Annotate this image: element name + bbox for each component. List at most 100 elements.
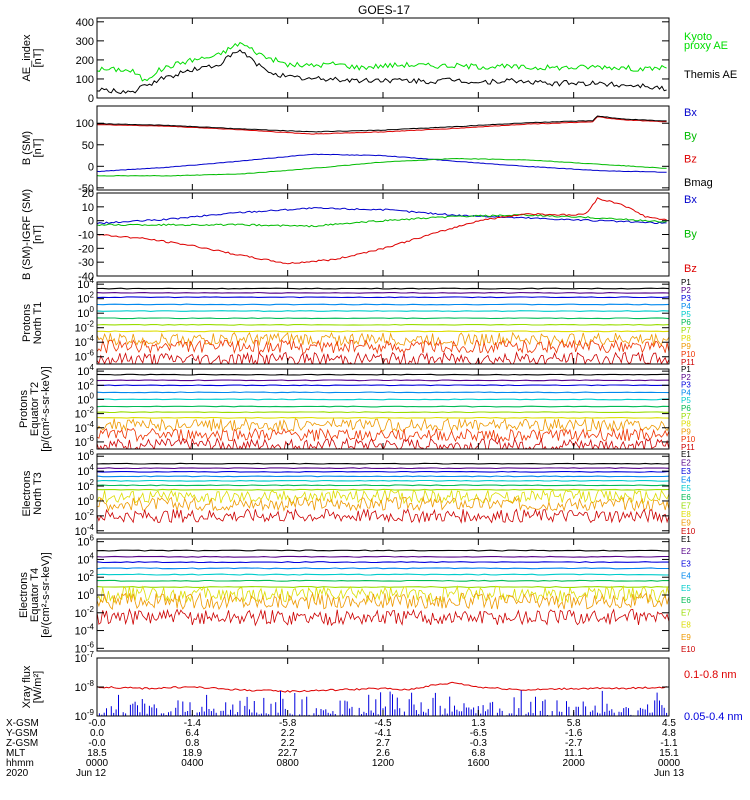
legend-e3: E3 (681, 467, 691, 476)
panel-ent-ylabel: North T3 (32, 472, 44, 515)
series-p2 (97, 379, 669, 382)
series-by (97, 157, 667, 177)
legend-e8: E8 (681, 510, 691, 519)
series-bz (97, 197, 667, 265)
legend-e9: E9 (681, 633, 691, 642)
footer-cell: -0.0 (88, 718, 106, 729)
y-tick-label: 10-2 (75, 605, 95, 620)
footer-cell: -1.4 (184, 718, 202, 729)
legend-0-1-0-8-nm: 0.1-0.8 nm (684, 669, 737, 681)
footer-cell: 11.1 (564, 748, 583, 759)
footer-cell: -4.1 (374, 728, 392, 739)
footer-cell: 15.1 (659, 748, 679, 759)
panel-ent-ylabel: Electrons (21, 470, 33, 516)
series-p6 (97, 317, 669, 320)
y-tick-label: 102 (77, 478, 94, 493)
legend-by: By (684, 130, 697, 142)
legend-e4: E4 (681, 572, 691, 581)
series-e2 (97, 555, 669, 558)
footer-cell: 6.4 (185, 728, 199, 739)
footer-cell: 0.8 (185, 738, 199, 749)
y-tick-label: 100 (77, 391, 94, 406)
series-p7 (97, 323, 669, 326)
footer-cell: -2.7 (565, 738, 583, 749)
legend-by: By (684, 229, 697, 241)
series-e6 (97, 579, 669, 582)
tick-exponent: 2 (90, 478, 95, 487)
series-p4 (97, 303, 669, 306)
y-tick-label: 20 (82, 188, 94, 200)
footer-row-label: hhmm (6, 758, 34, 769)
y-tick-label: 50 (82, 140, 94, 152)
panel-pnt-ylabel: Protons (21, 304, 33, 342)
tick-exponent: -4 (87, 623, 95, 632)
series-e4 (97, 567, 669, 570)
tick-exponent: -9 (87, 708, 95, 717)
panel-pnt-frame (96, 281, 670, 365)
y-tick-label: 100 (77, 493, 94, 508)
tick-exponent: -6 (87, 434, 95, 443)
series-bz (97, 116, 667, 135)
series-p3 (97, 384, 669, 387)
tick-exponent: 0 (90, 305, 95, 314)
footer-cell: -1.1 (660, 738, 678, 749)
footer-cell: 5.8 (567, 718, 581, 729)
legend-e1: E1 (681, 535, 691, 544)
tick-exponent: 4 (90, 551, 95, 560)
y-tick-label: -10 (78, 230, 94, 242)
series-bmag (97, 115, 667, 133)
panel-pnt-series (97, 287, 669, 364)
panel-pet-ylabel: Equator T2 (29, 382, 41, 436)
panel-eet-series (97, 549, 669, 627)
legend-p6: P6 (681, 404, 691, 413)
y-tick-label: 10-7 (75, 650, 95, 665)
panel-eet-ylabel: [e/(cm²-s-sr-keV)] (40, 552, 52, 638)
legend-themis-ae: Themis AE (684, 69, 737, 81)
legend-p6: P6 (681, 318, 691, 327)
footer-cell: 2.6 (376, 748, 390, 759)
footer-cell: 0.0 (90, 728, 104, 739)
y-tick-label: 102 (77, 291, 94, 306)
legend-p10: P10 (681, 350, 696, 359)
series-e10 (97, 607, 669, 627)
series-e1 (97, 549, 669, 552)
legend-bz: Bz (684, 263, 697, 275)
footer-cell: 0000 (658, 758, 681, 769)
legend-bx: Bx (684, 194, 697, 206)
footer-row-label: MLT (6, 748, 25, 759)
tick-exponent: 2 (90, 291, 95, 300)
tick-exponent: -4 (87, 523, 95, 532)
y-tick-label: 10-2 (75, 406, 95, 421)
y-tick-label: 10-2 (75, 320, 95, 335)
legend-proxy-ae: proxy AE (684, 40, 728, 52)
series-0-1-0-8-nm (97, 681, 667, 693)
y-tick-label: 0 (88, 93, 94, 105)
footer-cell: 0400 (181, 758, 204, 769)
legend-bx: Bx (684, 107, 697, 119)
footer-cell: Jun 13 (654, 768, 684, 779)
panel-pet-series (97, 373, 669, 449)
series-p6 (97, 405, 669, 408)
y-tick-label: 102 (77, 377, 94, 392)
series-e7 (97, 488, 669, 491)
y-tick-label: 106 (77, 448, 94, 463)
panel-ae-series (97, 41, 667, 95)
footer-cell: -0.3 (470, 738, 488, 749)
y-tick-label: 104 (77, 551, 94, 566)
tick-exponent: -4 (87, 420, 95, 429)
legend-kyoto: Kyoto (684, 31, 712, 43)
panel-bigrf-ylabel: [nT] (32, 225, 44, 244)
footer-cell: 4.8 (662, 728, 676, 739)
legend-p9: P9 (681, 427, 691, 436)
y-tick-label: 10-4 (75, 623, 95, 638)
series-p10 (97, 427, 669, 443)
series-e5 (97, 479, 669, 482)
footer-cell: -4.5 (374, 718, 392, 729)
y-tick-label: 104 (77, 276, 94, 291)
y-tick-label: 300 (76, 36, 94, 48)
series-e6 (97, 484, 669, 487)
footer-cell: 4.5 (662, 718, 676, 729)
orbit-footer: X-GSMY-GSMZ-GSMMLThhmm2020-0.00.0-0.018.… (6, 718, 684, 779)
y-tick-label: 10-4 (75, 420, 95, 435)
